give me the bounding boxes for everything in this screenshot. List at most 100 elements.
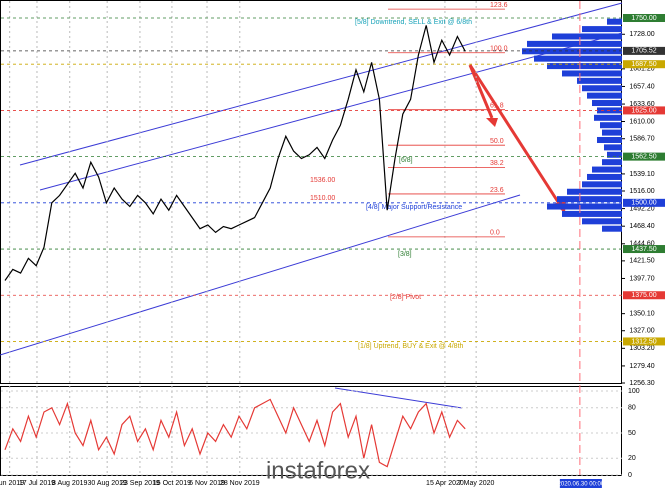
y-tick-label: 1256.30 [629, 380, 654, 387]
level-box [623, 60, 665, 69]
y-tick-label: 1279.40 [629, 363, 654, 370]
x-tick-label: 7 May 2020 [458, 480, 495, 487]
y-tick-label: 1586.70 [629, 136, 654, 143]
y-tick-label: 80 [628, 405, 636, 412]
fib-label: 100.0 [490, 46, 508, 53]
y-tick-label: 1633.60 [629, 101, 654, 108]
x-tick-label: 17 Jul 2019 [19, 480, 55, 487]
vline-label: 2020.06.30 00:00 [558, 482, 605, 488]
level-label: 1562.50 [631, 153, 656, 160]
profile-bar [577, 77, 622, 84]
profile-bar [607, 151, 622, 158]
level-label: 1312.50 [631, 338, 656, 345]
profile-bar [534, 55, 622, 62]
profile-bar [594, 114, 622, 121]
profile-bar [587, 173, 622, 180]
channel-line [39, 32, 623, 191]
level-box [623, 245, 665, 254]
annotation: [5/8] Downtrend, SELL & Exit @ 6/8th [355, 19, 472, 26]
level-box [623, 106, 665, 115]
annotation: 1510.00 [310, 195, 335, 202]
level-label: 1705.52 [631, 48, 656, 55]
level-box [623, 152, 665, 161]
level-label: 1625.00 [631, 107, 656, 114]
fib-label: 23.6 [490, 187, 504, 194]
profile-bar [602, 159, 622, 166]
profile-bar [562, 210, 622, 217]
y-tick-label: 1468.40 [629, 223, 654, 230]
y-tick-label: 1303.20 [629, 345, 654, 352]
level-label: 1437.50 [631, 246, 656, 253]
x-tick-label: 15 Oct 2019 [153, 480, 191, 487]
level-box [623, 198, 665, 207]
profile-bar [602, 225, 622, 232]
y-tick-label: 1610.00 [629, 118, 654, 125]
x-tick-label: 23 Sep 2019 [120, 480, 160, 487]
arrow-head [486, 118, 498, 127]
x-tick-label: 28 Nov 2019 [220, 480, 260, 487]
channel-line [0, 194, 521, 356]
x-tick-label: Jun 2019 [0, 480, 24, 487]
profile-bar [600, 122, 622, 129]
series-line [4, 25, 466, 281]
profile-bar [582, 26, 622, 33]
annotation: 1536.00 [310, 177, 335, 184]
profile-bar [582, 181, 622, 188]
profile-bar [587, 92, 622, 99]
level-label: 1375.00 [631, 292, 656, 299]
level-box [623, 14, 665, 23]
annotation: [6/8] [399, 157, 413, 164]
fib-label: 123.6 [490, 2, 508, 9]
profile-bar [602, 129, 622, 136]
x-tick-label: 6 Nov 2019 [189, 480, 225, 487]
y-tick-label: 1681.20 [629, 66, 654, 73]
level-label: 1750.00 [631, 15, 656, 22]
arrow [468, 64, 562, 206]
watermark: instaforex [266, 457, 370, 484]
profile-bar [604, 144, 622, 151]
profile-bar [597, 136, 622, 143]
level-box [623, 291, 665, 300]
profile-bar [547, 63, 622, 70]
y-tick-label: 1397.70 [629, 275, 654, 282]
vline-box [559, 479, 602, 488]
profile-bar [592, 166, 622, 173]
y-tick-label: 1444.60 [629, 241, 654, 248]
arrow [468, 64, 494, 119]
y-tick-label: 1516.00 [629, 188, 654, 195]
x-tick-label: 8 Aug 2019 [52, 480, 88, 487]
y-tick-label: 1492.20 [629, 205, 654, 212]
level-box [623, 46, 665, 55]
level-box [623, 337, 665, 346]
y-tick-label: 50 [628, 430, 636, 437]
y-tick-label: 1728.00 [629, 31, 654, 38]
profile-bar [607, 18, 622, 25]
y-tick-label: 100 [628, 388, 640, 395]
profile-bar [552, 33, 622, 40]
profile-bar [557, 196, 622, 203]
series-line [4, 398, 466, 468]
y-tick-label: 1327.00 [629, 328, 654, 335]
fib-label: 50.0 [490, 138, 504, 145]
channel-line [19, 2, 623, 166]
profile-bar [592, 100, 622, 107]
y-tick-label: 1421.50 [629, 258, 654, 265]
annotation: [2/8] Pivot [390, 294, 421, 301]
drawings [0, 2, 623, 409]
y-tick-label: 1539.10 [629, 171, 654, 178]
fib-label: 38.2 [490, 160, 504, 167]
profile-bar [582, 218, 622, 225]
y-tick-label: 1657.40 [629, 83, 654, 90]
level-label: 1687.50 [631, 61, 656, 68]
x-tick-label: 30 Aug 2019 [88, 480, 127, 487]
y-tick-label: 20 [628, 455, 636, 462]
level-label: 1500.00 [631, 200, 656, 207]
profile-bar [567, 188, 622, 195]
x-tick-label: 15 Apr 2020 [426, 480, 464, 487]
profile-bar [562, 70, 622, 77]
annotation: [1/8] Uptrend, BUY & Exit @ 4/8th [358, 343, 464, 350]
profile-bar [527, 40, 622, 47]
annotation: [3/8] [398, 251, 412, 258]
